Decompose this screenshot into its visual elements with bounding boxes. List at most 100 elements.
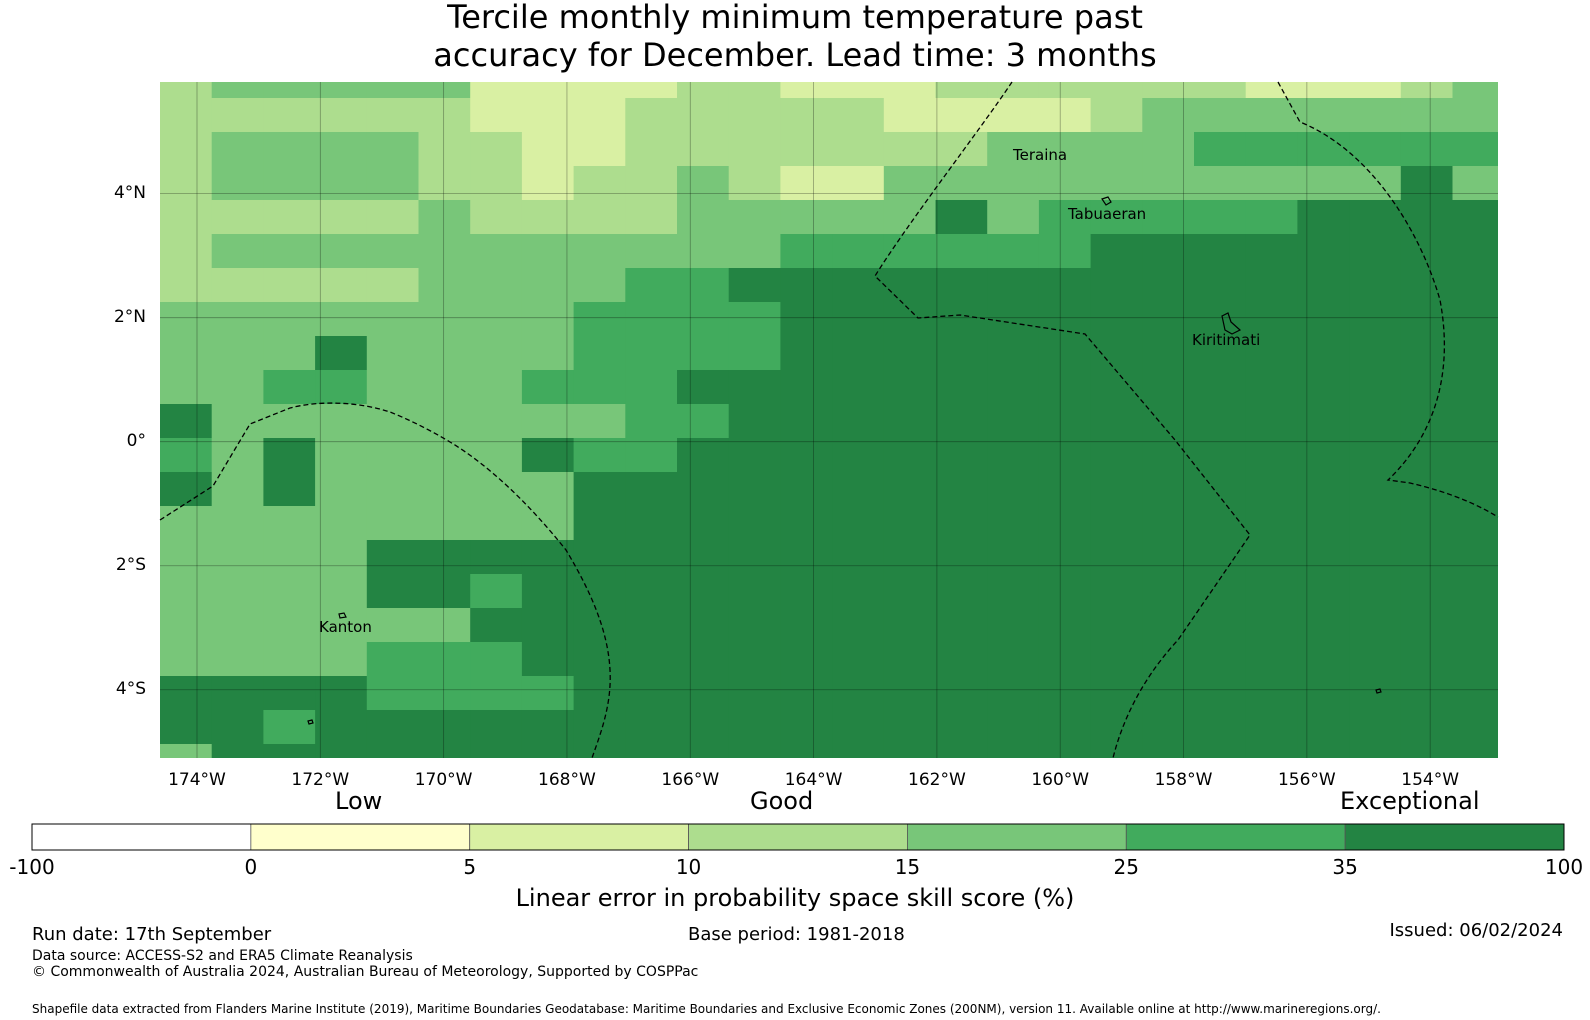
skill-cell (987, 234, 1040, 269)
skill-cell (625, 574, 678, 609)
skill-cell (677, 404, 730, 439)
skill-cell (1452, 574, 1498, 609)
skill-cell (728, 540, 781, 575)
skill-cell (883, 370, 937, 405)
skill-cell (470, 336, 523, 371)
colorbar-segment (907, 823, 1127, 851)
skill-cell (315, 200, 368, 235)
skill-cell (211, 608, 264, 643)
skill-cell (780, 370, 833, 405)
skill-cell (1245, 336, 1298, 371)
skill-cell (1400, 608, 1454, 643)
skill-cell (1194, 404, 1247, 439)
skill-cell (1245, 608, 1298, 643)
skill-cell (521, 98, 575, 133)
skill-cell (728, 268, 781, 303)
skill-cell (987, 370, 1040, 405)
skill-cell (1194, 608, 1247, 643)
skill-cell (1452, 132, 1498, 167)
skill-cell (1297, 370, 1350, 405)
longitude-tick-label: 164°W (784, 770, 843, 790)
skill-cell (573, 506, 626, 541)
skill-cell (1349, 744, 1402, 758)
skill-cell (677, 642, 730, 677)
skill-cell (1245, 200, 1298, 235)
skill-cell (987, 506, 1040, 541)
skill-cell (935, 132, 988, 167)
skill-cell (677, 676, 730, 711)
skill-cell (1090, 370, 1143, 405)
skill-cell (1038, 608, 1092, 643)
skill-cell (1297, 642, 1350, 677)
longitude-tick-label: 172°W (291, 770, 350, 790)
skill-cell (1400, 642, 1454, 677)
skill-cell (1038, 540, 1092, 575)
skill-cell (1400, 710, 1454, 745)
skill-cell (883, 132, 937, 167)
skill-cell (160, 370, 213, 405)
skill-cell (160, 506, 213, 541)
skill-cell (1245, 506, 1298, 541)
skill-cell (935, 98, 988, 133)
skill-cell (1194, 472, 1247, 507)
skill-cell (780, 676, 833, 711)
colorbar-frame (31, 823, 1565, 851)
skill-cell (366, 370, 420, 405)
skill-cell (470, 608, 523, 643)
skill-cell (263, 540, 316, 575)
skill-cell (1090, 676, 1143, 711)
skill-cell (832, 642, 885, 677)
skill-cell (1194, 336, 1247, 371)
skill-cell (728, 710, 781, 745)
skill-cell (1349, 98, 1402, 133)
skill-cell (366, 132, 420, 167)
skill-cell (883, 438, 937, 473)
skill-cell (418, 98, 471, 133)
skill-cell (780, 608, 833, 643)
skill-cell (366, 302, 420, 337)
skill-cell (315, 268, 368, 303)
skill-cell (366, 200, 420, 235)
skill-cell (625, 744, 678, 758)
skill-cell (832, 506, 885, 541)
skill-cell (470, 404, 523, 439)
longitude-tick-label: 158°W (1154, 770, 1213, 790)
skill-cell (832, 200, 885, 235)
skill-cell (1090, 506, 1143, 541)
skill-cell (211, 506, 264, 541)
skill-cell (1142, 82, 1195, 99)
skill-cell (211, 574, 264, 609)
skill-cell (211, 438, 264, 473)
skill-cell (263, 710, 316, 745)
skill-cell (728, 302, 781, 337)
skill-cell (1349, 676, 1402, 711)
skill-cell (1452, 268, 1498, 303)
skill-cell (418, 438, 471, 473)
skill-cell (1142, 642, 1195, 677)
colorbar-tick-label: 0 (244, 855, 258, 879)
skill-cell (1245, 744, 1298, 758)
skill-cell (883, 98, 937, 133)
island-tabuaeran (1101, 196, 1112, 206)
skill-cell (160, 744, 213, 758)
skill-cell (1349, 234, 1402, 269)
colorbar-tick-label: 25 (1113, 855, 1139, 879)
skill-cell (418, 710, 471, 745)
skill-cell (728, 608, 781, 643)
skill-cell (987, 642, 1040, 677)
skill-cell (160, 132, 213, 167)
skill-cell (883, 404, 937, 439)
skill-cell (573, 370, 626, 405)
skill-cell (470, 234, 523, 269)
skill-cell (263, 472, 316, 507)
skill-cell (1452, 82, 1498, 99)
skill-cell (625, 302, 678, 337)
skill-cell (366, 540, 420, 575)
skill-cell (832, 302, 885, 337)
skill-cell (1038, 438, 1092, 473)
skill-cell (315, 302, 368, 337)
skill-cell (263, 268, 316, 303)
skill-cell (160, 438, 213, 473)
skill-cell (1090, 166, 1143, 201)
skill-cell (1038, 710, 1092, 745)
